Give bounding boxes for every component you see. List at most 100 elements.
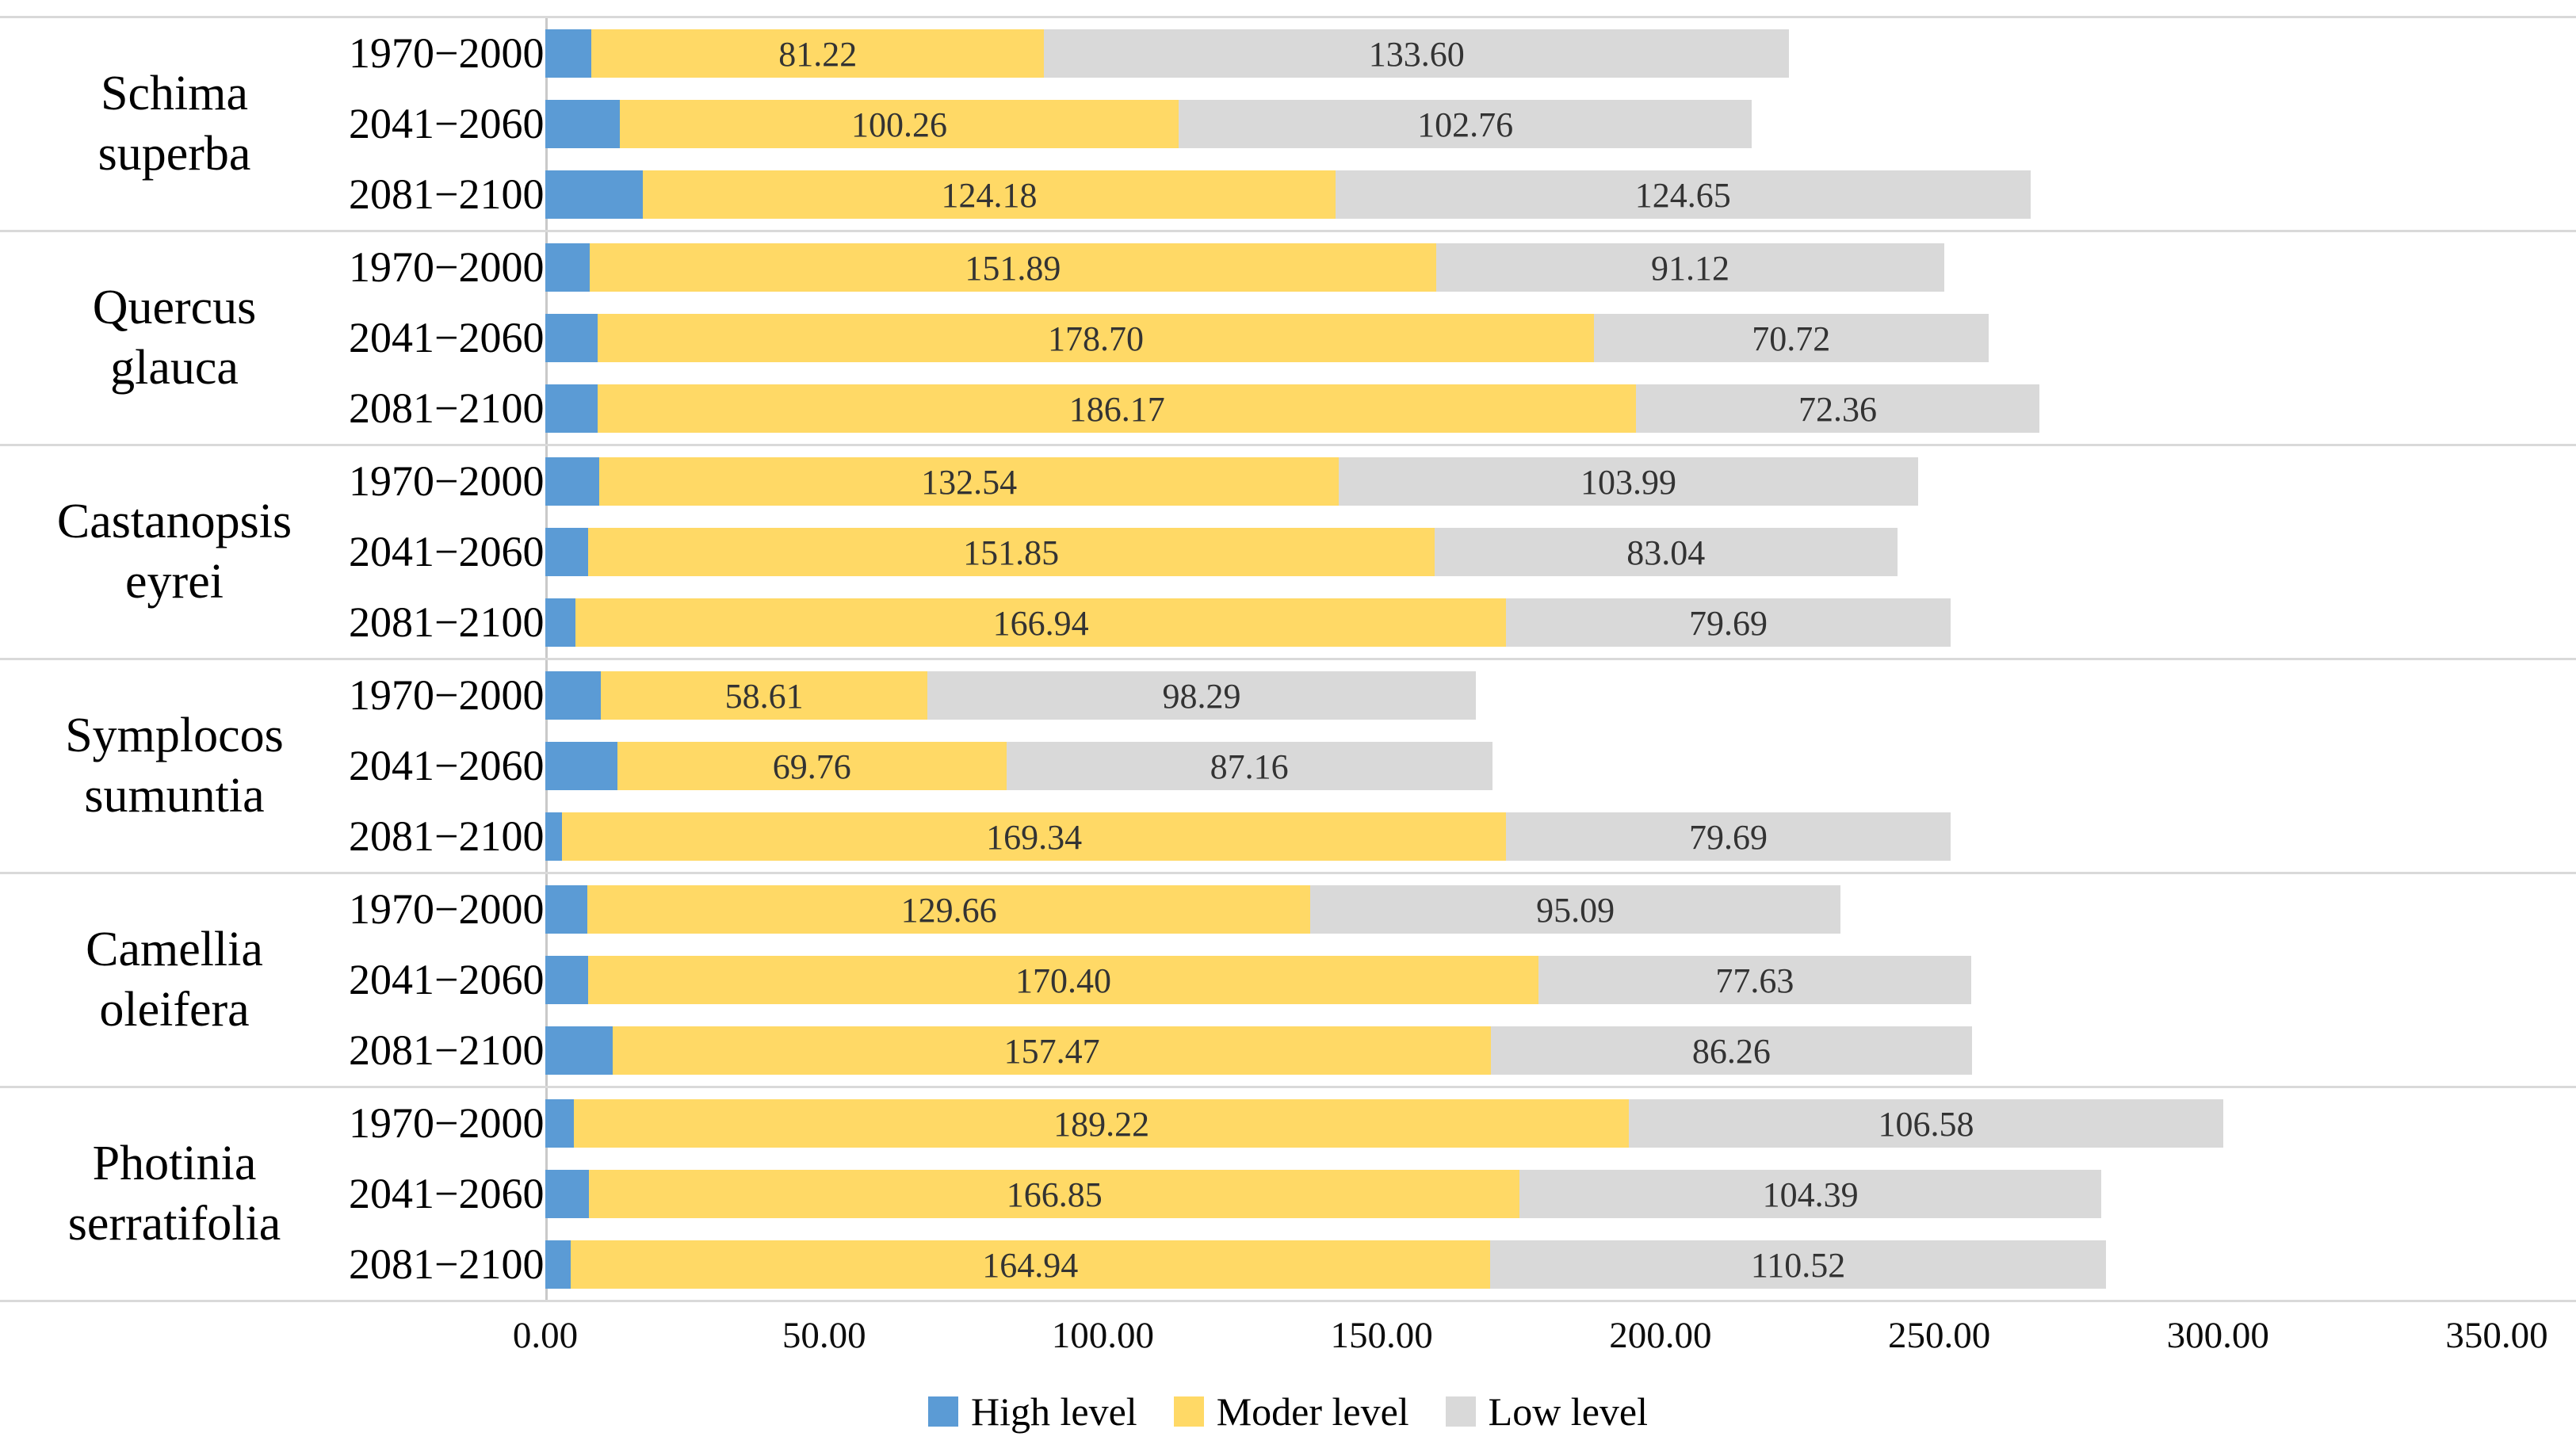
bar-segment-low-level: [1594, 314, 1989, 362]
bar-segment-moder-level: [570, 1240, 1490, 1289]
species-group: Symplocos sumuntia1970−20009.9558.6198.2…: [0, 658, 2576, 872]
species-rows: 1970−20005.13189.22106.582041−20607.8716…: [349, 1088, 2576, 1300]
bar-segment-low-level: [1519, 1170, 2102, 1218]
bar-segment-low-level: [1436, 243, 1945, 292]
bar-segment-moder-level: [598, 314, 1595, 362]
period-label: 2081−2100: [349, 170, 545, 218]
bar-segment-low-level: [1338, 457, 1919, 506]
value-label: 98.29: [1162, 677, 1241, 716]
species-group: Castanopsis eyrei 1970−20009.73132.54103.…: [0, 444, 2576, 658]
bar-segment-low-level: [1506, 598, 1951, 647]
bar-segment-high-level: [545, 314, 598, 362]
species-label: Camellia oleifera: [86, 922, 263, 1037]
x-tick-label: 50.00: [782, 1315, 866, 1356]
value-label: 100.26: [851, 105, 948, 144]
value-label: 169.34: [986, 818, 1083, 857]
bar-segment-high-level: [545, 956, 589, 1004]
bar-segment-high-level: [545, 384, 598, 433]
plot-area: Schima superba1970−20008.2581.22133.6020…: [0, 16, 2576, 1302]
period-label: 1970−2000: [349, 243, 545, 291]
bar-segment-low-level: [1489, 1240, 2107, 1289]
period-label: 2041−2060: [349, 314, 545, 361]
period-label: 2081−2100: [349, 812, 545, 860]
bar-segment-low-level: [1636, 384, 2040, 433]
bar-segment-high-level: [545, 598, 575, 647]
bar-segment-high-level: [545, 243, 590, 292]
value-label: 124.65: [1634, 176, 1731, 215]
species-rows: 1970−20007.55129.6695.092041−20607.70170…: [349, 874, 2576, 1086]
species-label: Castanopsis eyrei: [56, 494, 292, 609]
value-label: 151.89: [965, 249, 1061, 288]
value-label: 83.04: [1626, 533, 1706, 572]
value-label: 110.52: [1750, 1246, 1846, 1285]
species-rows: 1970−20009.73132.54103.992041−20607.6115…: [349, 446, 2576, 658]
x-tick-label: 150.00: [1330, 1315, 1433, 1356]
bar-segment-moder-level: [643, 170, 1336, 219]
legend-item: Moder level: [1173, 1389, 1409, 1435]
value-label: 166.94: [992, 604, 1089, 643]
legend-swatch-icon: [1173, 1396, 1204, 1427]
x-axis: 0.00 50.00 100.00 150.00 200.00 250.00 300.00 3…: [0, 1314, 2576, 1370]
bar-segment-low-level: [927, 671, 1476, 720]
bar-segment-moder-level: [562, 812, 1507, 861]
bar-segment-high-level: [545, 29, 592, 78]
period-label: 2041−2060: [349, 528, 545, 575]
value-label: 77.63: [1715, 961, 1794, 1000]
period-label: 2041−2060: [349, 1170, 545, 1217]
bar-segment-low-level: [1044, 29, 1790, 78]
species-group: Quercus glauca1970−20007.91151.8991.1220…: [0, 230, 2576, 444]
bar-segment-moder-level: [598, 384, 1637, 433]
value-label: 104.39: [1762, 1175, 1859, 1214]
species-label: Photinia serratifolia: [67, 1136, 281, 1251]
period-label: 2041−2060: [349, 742, 545, 789]
value-label: 129.66: [900, 891, 997, 930]
value-label: 166.85: [1006, 1175, 1103, 1214]
x-tick-label: 0.00: [512, 1315, 579, 1356]
value-label: 133.60: [1368, 35, 1465, 74]
value-label: 164.94: [982, 1246, 1079, 1285]
species-label: Symplocos sumuntia: [65, 708, 284, 823]
bar-segment-low-level: [1335, 170, 2031, 219]
bar-segment-moder-level: [587, 885, 1311, 934]
x-tick-label: 100.00: [1051, 1315, 1155, 1356]
bar-segment-high-level: [545, 100, 620, 148]
species-rows: 1970−20009.9558.6198.292041−206012.9269.…: [349, 660, 2576, 872]
value-label: 132.54: [921, 463, 1018, 502]
bar-segment-low-level: [1006, 742, 1492, 790]
bar-segment-moder-level: [599, 457, 1339, 506]
bar-segment-high-level: [545, 170, 644, 219]
bar-segment-moder-level: [588, 956, 1538, 1004]
value-label: 87.16: [1210, 747, 1289, 786]
legend-item: High level: [928, 1389, 1137, 1435]
bar-segment-moder-level: [589, 243, 1437, 292]
bar-segment-high-level: [545, 885, 588, 934]
legend-label: Moder level: [1216, 1389, 1409, 1434]
legend-swatch-icon: [928, 1396, 959, 1427]
bar-segment-high-level: [545, 457, 600, 506]
bar-segment-moder-level: [617, 742, 1007, 790]
bar-segment-moder-level: [574, 1099, 1630, 1148]
value-label: 170.40: [1015, 961, 1111, 1000]
period-label: 2081−2100: [349, 1240, 545, 1288]
